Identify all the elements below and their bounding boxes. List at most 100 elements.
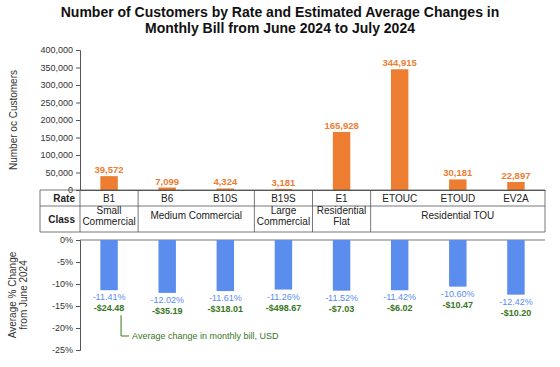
tick-mark xyxy=(76,155,80,156)
group-label: Residential TOU xyxy=(421,210,494,221)
data-label: -11.52% xyxy=(325,293,358,303)
data-label: 3,181 xyxy=(272,177,296,188)
tick-mark xyxy=(76,120,80,121)
tick-label: 300,000 xyxy=(40,80,73,90)
tick-mark xyxy=(76,68,80,69)
tick: EV2A xyxy=(503,190,529,204)
text-line: Number of Customers by Rate and Estimate… xyxy=(61,4,500,20)
text-line: Large xyxy=(271,205,297,216)
data-label: 165,928 xyxy=(324,120,358,131)
bar xyxy=(391,240,408,290)
tick-mark xyxy=(76,138,80,139)
tick-label: E1 xyxy=(335,193,348,204)
data-label: 22,897 xyxy=(501,170,530,181)
tick-mark xyxy=(76,306,80,307)
tick-mark xyxy=(76,284,80,285)
data-label: 39,572 xyxy=(95,164,124,175)
group-label: SmallCommercial xyxy=(82,205,135,227)
tick: 350,000 xyxy=(40,63,80,73)
row-header: Rate xyxy=(53,193,75,204)
zero-line xyxy=(80,240,545,241)
tick-label: 150,000 xyxy=(40,133,73,143)
data-labels: 39,5727,0994,3243,181165,928344,91530,18… xyxy=(95,57,531,188)
y-axis-title: Number oc Customers xyxy=(8,70,19,170)
tick: B10S xyxy=(213,190,238,204)
group-label: ResidentialFlat xyxy=(317,205,366,227)
bar xyxy=(507,182,524,190)
column-line xyxy=(40,190,41,232)
tick: 200,000 xyxy=(40,115,80,125)
bill-label: -$24.48 xyxy=(94,303,125,313)
column-line xyxy=(370,190,371,232)
data-label: -11.61% xyxy=(209,293,242,303)
text-line: Residential TOU xyxy=(421,210,494,221)
data-label: -11.41% xyxy=(93,292,126,302)
data-label: -11.26% xyxy=(267,292,300,302)
text-line: Commercial xyxy=(82,216,135,227)
tick-label: B10S xyxy=(213,193,238,204)
bill-label: -$7.03 xyxy=(329,304,355,314)
tick: ETOUD xyxy=(440,190,475,204)
bill-label: -$6.02 xyxy=(387,303,413,313)
data-label: 30,181 xyxy=(443,167,473,178)
annotation-line xyxy=(121,315,129,336)
row-line xyxy=(40,232,545,233)
annotation: Average change in monthly bill, USD xyxy=(132,331,279,341)
bar xyxy=(100,240,117,290)
tick-mark xyxy=(76,103,80,104)
tick-label: EV2A xyxy=(503,193,529,204)
tick-label: -5% xyxy=(57,257,73,267)
tick-label: 350,000 xyxy=(40,63,73,73)
bill-label: -$10.47 xyxy=(443,300,474,310)
tick-label: 200,000 xyxy=(40,115,73,125)
tick: 300,000 xyxy=(40,80,80,90)
tick: B6 xyxy=(161,190,174,204)
table-lines xyxy=(40,190,545,232)
bar xyxy=(100,176,117,190)
tick-label: -25% xyxy=(52,345,73,355)
tick-mark xyxy=(76,328,80,329)
group-label: Medium Commercial xyxy=(150,210,242,221)
x-axis: B1B6B10SB19SE1ETOUCETOUDEV2A xyxy=(81,190,546,204)
tick: 400,000 xyxy=(40,45,80,55)
tick-label: -10% xyxy=(52,279,73,289)
tick: -15% xyxy=(52,301,80,311)
tick: 150,000 xyxy=(40,133,80,143)
data-label: -12.02% xyxy=(150,295,184,305)
tick-mark xyxy=(76,240,80,241)
text-line: Number oc Customers xyxy=(8,70,19,170)
column-line xyxy=(254,190,255,232)
tick-label: -20% xyxy=(52,323,73,333)
tick-label: 250,000 xyxy=(40,98,73,108)
group-label: LargeCommercial xyxy=(257,205,310,227)
bill-label: -$35.19 xyxy=(152,306,183,316)
bar xyxy=(158,240,175,293)
tick: -5% xyxy=(57,257,80,267)
y-axis: -25% -20% -15% -10% -5% 0% xyxy=(52,235,81,355)
column-line xyxy=(545,190,546,232)
chart: Number of Customers by Rate and Estimate… xyxy=(0,0,560,367)
text-line: Flat xyxy=(333,216,350,227)
groups: SmallCommercialMedium CommercialLargeCom… xyxy=(82,205,494,227)
text-line: Average % Change xyxy=(6,251,17,338)
column-line xyxy=(80,190,81,232)
text-line: from June 2024 xyxy=(17,260,28,330)
tick-label: 0% xyxy=(60,235,73,245)
tick: -20% xyxy=(52,323,80,333)
text-line: Small xyxy=(97,205,122,216)
tick-label: ETOUC xyxy=(382,193,417,204)
tick: E1 xyxy=(335,190,348,204)
bars xyxy=(100,69,524,190)
bar xyxy=(507,240,524,295)
data-label: 4,324 xyxy=(213,176,237,187)
bar xyxy=(449,240,466,287)
bill-label: -$498.67 xyxy=(266,303,302,313)
tick-label: 400,000 xyxy=(40,45,73,55)
tick-label: ETOUD xyxy=(440,193,475,204)
text-line: Commercial xyxy=(257,216,310,227)
axis-line xyxy=(76,51,81,191)
tick: -25% xyxy=(52,345,80,355)
tick-mark xyxy=(76,85,80,86)
tick-label: -15% xyxy=(52,301,73,311)
data-labels: -11.41%-12.02%-11.61%-11.26%-11.52%-11.4… xyxy=(93,289,533,318)
